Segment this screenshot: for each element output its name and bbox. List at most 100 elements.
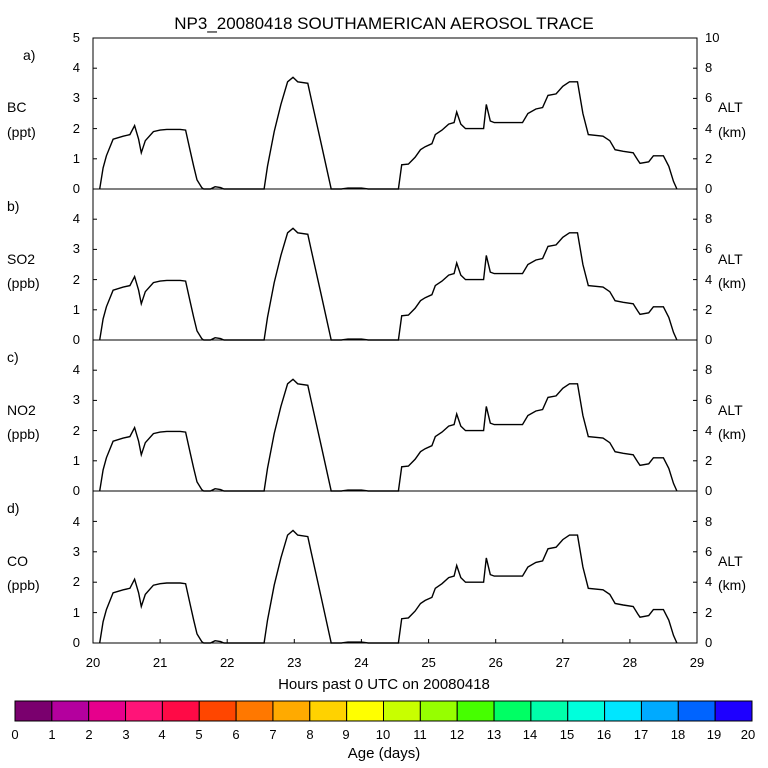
colorbar-tick: 2	[85, 727, 92, 742]
panel-d-letter: d)	[7, 500, 19, 516]
colorbar-swatch	[383, 700, 421, 722]
panel-b-y2label-top: ALT	[718, 251, 743, 267]
panel-c-ylabel-top: NO2	[7, 402, 36, 418]
y2-tick-label: 6	[705, 90, 712, 105]
colorbar-swatch	[235, 700, 274, 722]
y-tick-label: 0	[73, 181, 80, 196]
colorbar-tick: 17	[634, 727, 648, 742]
colorbar-swatch	[493, 700, 532, 722]
y-tick-label: 3	[73, 90, 80, 105]
panel-b-letter: b)	[7, 198, 19, 214]
panel-a-tick-marks	[93, 67, 697, 160]
y-tick-label: 1	[73, 151, 80, 166]
colorbar-tick: 19	[707, 727, 721, 742]
colorbar-swatch	[125, 700, 163, 722]
y-tick-label: 3	[73, 241, 80, 256]
panel-d-altitude-line	[99, 529, 678, 644]
colorbar-tick: 20	[741, 727, 755, 742]
y2-tick-label: 0	[705, 181, 712, 196]
panel-b-y2label-bottom: (km)	[718, 275, 746, 291]
colorbar-tick: 15	[560, 727, 574, 742]
panel-a-letter: a)	[23, 47, 35, 63]
panel-b: b) SO2 (ppb) ALT (km) 0 1 2 3 4 0 2 4 6 …	[7, 188, 746, 347]
colorbar-tick: 5	[195, 727, 202, 742]
y2-tick-label: 10	[705, 30, 719, 45]
panel-d-ylabel-bottom: (ppb)	[7, 577, 40, 593]
colorbar-swatch	[456, 700, 495, 722]
x-tick-label: 25	[421, 655, 435, 670]
x-tick-label: 23	[287, 655, 301, 670]
y2-tick-label: 6	[705, 392, 712, 407]
colorbar-tick: 13	[487, 727, 501, 742]
colorbar-swatch	[346, 700, 384, 722]
colorbar-swatch	[530, 700, 569, 722]
y-tick-label: 4	[73, 211, 80, 226]
panel-c: c) NO2 (ppb) ALT (km) 0 1 2 3 4 0 2 4 6 …	[7, 339, 746, 498]
x-axis-label: Hours past 0 UTC on 20080418	[278, 676, 490, 693]
age-colorbar	[14, 700, 753, 722]
panel-c-y2-ticks: 0 2 4 6 8	[705, 362, 712, 498]
panel-d-y2-ticks: 0 2 4 6 8	[705, 514, 712, 650]
panel-b-y-ticks: 0 1 2 3 4	[73, 211, 80, 347]
panel-c-frame	[92, 339, 698, 492]
x-tick-label: 29	[690, 655, 704, 670]
panel-d-y2label-top: ALT	[718, 553, 743, 569]
y-tick-label: 5	[73, 30, 80, 45]
y-tick-label: 3	[73, 392, 80, 407]
panel-d-y2label-bottom: (km)	[718, 577, 746, 593]
panel-c-y2label-top: ALT	[718, 402, 743, 418]
y2-tick-label: 8	[705, 514, 712, 529]
y2-tick-label: 6	[705, 241, 712, 256]
panel-c-y-ticks: 0 1 2 3 4	[73, 362, 80, 498]
colorbar-swatch	[309, 700, 348, 722]
chart-title: NP3_20080418 SOUTHAMERICAN AEROSOL TRACE	[174, 14, 594, 33]
y2-tick-label: 6	[705, 544, 712, 559]
y2-tick-label: 4	[705, 423, 712, 438]
colorbar-tick: 3	[122, 727, 129, 742]
colorbar-tick: 10	[376, 727, 390, 742]
y2-tick-label: 8	[705, 60, 712, 75]
colorbar-tick: 11	[413, 727, 427, 742]
y-tick-label: 2	[73, 574, 80, 589]
y-tick-label: 2	[73, 423, 80, 438]
panel-c-letter: c)	[7, 349, 19, 365]
colorbar-label: Age (days)	[348, 745, 421, 762]
panel-a-frame	[92, 37, 698, 190]
panel-c-ylabel-bottom: (ppb)	[7, 426, 40, 442]
panel-d-y-ticks: 0 1 2 3 4	[73, 514, 80, 650]
y-tick-label: 0	[73, 483, 80, 498]
panel-c-y2label-bottom: (km)	[718, 426, 746, 442]
y-tick-label: 3	[73, 544, 80, 559]
panel-a-y2label-bottom: (km)	[718, 124, 746, 140]
x-tick-label: 21	[153, 655, 167, 670]
colorbar-swatch	[161, 700, 200, 722]
colorbar-tick-labels: 0 1 2 3 4 5 6 7 8 9 10 11 12 13 14 15 16…	[11, 727, 755, 742]
panel-b-altitude-line	[99, 227, 678, 341]
y2-tick-label: 4	[705, 574, 712, 589]
colorbar-tick: 14	[523, 727, 537, 742]
colorbar-swatch	[714, 700, 753, 722]
y2-tick-label: 8	[705, 362, 712, 377]
colorbar-tick: 8	[306, 727, 313, 742]
y2-tick-label: 4	[705, 272, 712, 287]
panel-c-altitude-line	[99, 378, 678, 492]
y-tick-label: 4	[73, 362, 80, 377]
panel-b-frame	[92, 188, 698, 341]
colorbar-tick: 18	[671, 727, 685, 742]
y-tick-label: 2	[73, 272, 80, 287]
panel-b-ylabel-top: SO2	[7, 251, 35, 267]
y-tick-label: 1	[73, 605, 80, 620]
panel-d-ylabel-top: CO	[7, 553, 28, 569]
y2-tick-label: 0	[705, 483, 712, 498]
y-tick-label: 2	[73, 121, 80, 136]
x-tick-label: 26	[488, 655, 502, 670]
y-tick-label: 1	[73, 302, 80, 317]
panel-a-altitude-line	[99, 76, 678, 190]
panel-d-tick-marks	[93, 520, 697, 643]
panel-d-frame	[92, 490, 698, 644]
colorbar-tick: 16	[597, 727, 611, 742]
panel-a: a) BC (ppt) ALT (km) 0 1 2 3 4 5 0 2 4 6…	[7, 30, 746, 196]
x-tick-label: 28	[623, 655, 637, 670]
y-tick-label: 4	[73, 60, 80, 75]
